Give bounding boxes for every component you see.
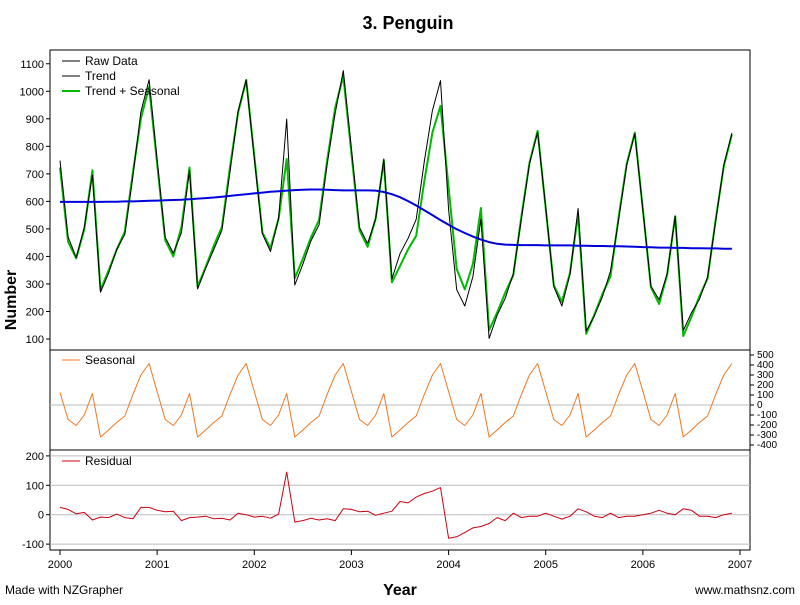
seasonal-series-line — [59, 363, 733, 438]
main-y-tick-label: 600 — [26, 196, 44, 208]
legend-label-raw: Raw Data — [85, 54, 138, 68]
legend-label-trend: Trend — [85, 69, 116, 83]
main-y-tick-label: 1000 — [20, 86, 44, 98]
x-tick-label: 2003 — [339, 559, 363, 571]
footer-credit: Made with NZGrapher — [5, 583, 123, 597]
x-axis-title: Year — [383, 582, 417, 599]
main-y-tick-label: 900 — [26, 114, 44, 126]
footer-url: www.mathsnz.com — [694, 583, 795, 597]
chart-title: 3. Penguin — [362, 13, 453, 33]
x-tick-label: 2001 — [145, 559, 169, 571]
trend-series-line — [60, 188, 732, 250]
main-y-tick-label: 100 — [26, 334, 44, 346]
data-lines — [59, 70, 733, 539]
seasonal-y-tick-label: 100 — [757, 390, 774, 401]
seasonal-y-tick-label: 500 — [757, 350, 774, 361]
residual-panel-label: Residual — [85, 454, 132, 468]
legend-label-trend-seasonal: Trend + Seasonal — [85, 84, 180, 98]
seasonal-y-tick-label: 300 — [757, 370, 774, 381]
seasonal-y-tick-label: -100 — [757, 410, 777, 421]
residual-y-axis: 200 100 0 -100 — [22, 451, 750, 551]
x-tick-label: 2004 — [436, 559, 460, 571]
seasonal-y-tick-label: 400 — [757, 360, 774, 371]
x-tick-label: 2007 — [728, 559, 752, 571]
residual-y-tick-label: 100 — [26, 480, 44, 492]
residual-y-tick-label: 0 — [38, 510, 44, 522]
seasonal-y-tick-label: -200 — [757, 420, 777, 431]
x-tick-label: 2006 — [631, 559, 655, 571]
residual-panel-frame — [49, 449, 751, 551]
main-y-tick-label: 500 — [26, 224, 44, 236]
main-y-tick-label: 800 — [26, 141, 44, 153]
seasonal-y-tick-label: 0 — [757, 400, 763, 411]
main-y-tick-label: 400 — [26, 251, 44, 263]
y-axis-title: Number — [3, 270, 20, 330]
main-y-tick-label: 700 — [26, 169, 44, 181]
main-y-axis: 100 200 300 400 500 600 700 800 900 1000 1100 — [20, 59, 50, 346]
residual-y-tick-label: 200 — [26, 451, 44, 463]
raw-data-series-line — [59, 70, 733, 339]
x-tick-label: 2005 — [533, 559, 557, 571]
x-tick-label: 2000 — [48, 559, 72, 571]
x-axis: 2000 2001 2002 2003 2004 2005 2006 2007 — [48, 550, 752, 571]
seasonal-y-tick-label: 200 — [757, 380, 774, 391]
main-y-tick-label: 1100 — [20, 59, 44, 71]
x-tick-label: 2002 — [242, 559, 266, 571]
main-y-tick-label: 200 — [26, 306, 44, 318]
residual-series-line — [59, 471, 732, 539]
legend: Raw Data Trend Trend + Seasonal — [62, 54, 180, 98]
main-y-tick-label: 300 — [26, 279, 44, 291]
seasonal-y-tick-label: -400 — [757, 440, 777, 451]
seasonal-y-tick-label: -300 — [757, 430, 777, 441]
residual-y-tick-label: -100 — [22, 539, 44, 551]
seasonal-panel-label: Seasonal — [85, 353, 135, 367]
